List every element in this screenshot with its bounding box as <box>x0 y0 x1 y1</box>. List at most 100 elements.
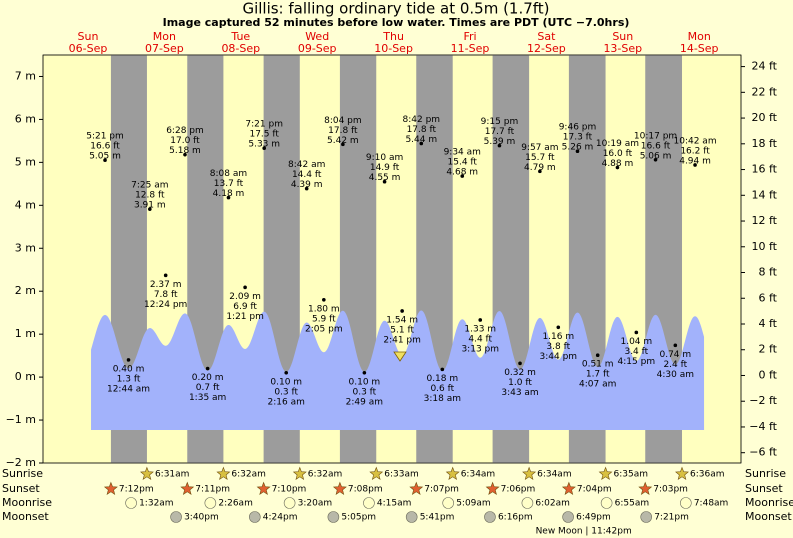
sunrise-time: 6:35am <box>614 470 649 480</box>
moonrise-time: 6:55am <box>615 499 650 509</box>
sunset-time: 7:11pm <box>195 485 230 495</box>
tide-point <box>653 157 658 162</box>
tide-ft: 0.6 ft <box>430 384 454 394</box>
tide-point <box>126 358 131 362</box>
tide-point <box>460 174 465 178</box>
tide-time: 3:13 pm <box>461 344 499 354</box>
moonrise-time: 1:32am <box>139 499 174 509</box>
tide-ft: 17.7 ft <box>485 127 515 137</box>
moonrise-time: 5:09am <box>456 499 491 509</box>
tide-point <box>284 371 289 375</box>
y-tick-label: −2 m <box>6 456 36 469</box>
sun-icon <box>369 466 384 480</box>
tide-point <box>478 318 483 322</box>
tide-time: 2:05 pm <box>305 324 343 334</box>
tide-time: 1:21 pm <box>226 312 264 322</box>
y2-tick-label: −6 ft <box>749 446 777 459</box>
day-date: 07-Sep <box>145 42 184 55</box>
tide-label: 5.06 m <box>640 151 672 161</box>
sun-icon <box>140 466 154 480</box>
moon-icon <box>249 511 261 523</box>
tide-time: 9:46 pm <box>559 123 597 133</box>
tide-ft: 0.7 ft <box>196 383 220 393</box>
tide-time: 9:10 am <box>366 153 403 163</box>
sunrise-time: 6:36am <box>690 470 725 480</box>
tide-ft: 13.7 ft <box>214 179 244 189</box>
sunset-time: 7:04pm <box>577 485 612 495</box>
moonset-time: 3:40pm <box>184 513 219 523</box>
row-label: Sunset <box>745 482 783 495</box>
y2-tick-label: 16 ft <box>752 163 778 176</box>
tide-time: 3:43 am <box>501 388 538 398</box>
tide-time: 8:08 am <box>210 169 247 179</box>
y-tick-label: 1 m <box>15 327 36 340</box>
y2-tick-label: 22 ft <box>752 85 778 98</box>
sunrise-time: 6:33am <box>384 470 419 480</box>
tide-point <box>262 146 266 150</box>
tide-ft: 3.4 ft <box>624 347 648 357</box>
sun-icon <box>485 481 500 495</box>
tide-time: 2:16 am <box>268 397 305 407</box>
tide-ft: 14.4 ft <box>292 170 322 180</box>
tide-ft: 16.0 ft <box>603 149 633 159</box>
tide-point <box>148 207 152 211</box>
tide-point <box>556 325 561 330</box>
tide-label: 0.10 m <box>349 377 381 387</box>
sun-icon <box>561 481 576 495</box>
tide-label: 0.40 m <box>113 364 145 374</box>
tide-label: 4.88 m <box>602 159 634 169</box>
tide-label: 1.54 m <box>386 315 418 325</box>
sun-icon <box>638 481 653 495</box>
tide-time: 9:34 am <box>444 148 481 158</box>
tide-point <box>400 309 404 313</box>
tide-point <box>575 149 580 154</box>
day-name: Fri <box>463 30 476 43</box>
tide-label: 2.09 m <box>229 292 261 302</box>
y-tick-label: 7 m <box>15 69 36 82</box>
tide-label: 4.94 m <box>679 156 711 166</box>
tide-point <box>419 141 424 146</box>
sun-icon <box>409 481 424 495</box>
y2-tick-label: 14 ft <box>752 188 778 201</box>
y2-tick-label: 4 ft <box>759 317 778 330</box>
tide-ft: 5.1 ft <box>390 325 414 335</box>
tide-ft: 4.4 ft <box>468 334 492 344</box>
tide-label: 5.42 m <box>327 136 359 146</box>
moonset-time: 4:24pm <box>263 513 298 523</box>
y2-tick-label: 24 ft <box>752 60 778 73</box>
tide-point <box>205 366 210 371</box>
row-label: Moonrise <box>2 496 52 509</box>
tide-label: 5.33 m <box>248 140 280 150</box>
tide-label: 2.37 m <box>150 280 182 290</box>
moonrise-time: 4:15am <box>377 499 412 509</box>
tide-time: 10:19 am <box>596 139 639 149</box>
tide-time: 7:25 am <box>131 181 168 191</box>
y-tick-label: 6 m <box>15 112 36 125</box>
tide-ft: 2.4 ft <box>663 360 687 370</box>
tide-ft: 17.3 ft <box>563 133 593 143</box>
tide-label: 3.91 m <box>134 201 166 211</box>
tide-time: 12:24 pm <box>144 300 187 310</box>
tide-label: 1.04 m <box>620 337 652 347</box>
day-date: 10-Sep <box>374 42 413 55</box>
tide-time: 2:41 pm <box>383 335 421 345</box>
tide-ft: 16.2 ft <box>680 146 710 156</box>
tide-label: 5.39 m <box>484 137 516 147</box>
tide-ft: 16.6 ft <box>641 141 671 151</box>
moon-icon <box>405 511 418 523</box>
tide-ft: 17.8 ft <box>328 126 358 136</box>
day-name: Tue <box>230 30 250 43</box>
sun-icon <box>522 466 537 480</box>
tide-time: 4:30 am <box>657 370 694 380</box>
tide-point <box>382 179 387 184</box>
moonset-time: 5:05pm <box>341 513 376 523</box>
day-name: Thu <box>382 30 404 43</box>
moon-icon <box>283 497 296 509</box>
moonrise-time: 6:02am <box>535 499 570 509</box>
tide-point <box>341 142 345 147</box>
y2-tick-label: 10 ft <box>752 240 778 253</box>
row-label: Moonset <box>2 510 49 523</box>
moonrise-time: 2:26am <box>218 499 253 509</box>
tide-ft: 3.8 ft <box>546 342 570 352</box>
y2-tick-label: 20 ft <box>752 111 778 124</box>
